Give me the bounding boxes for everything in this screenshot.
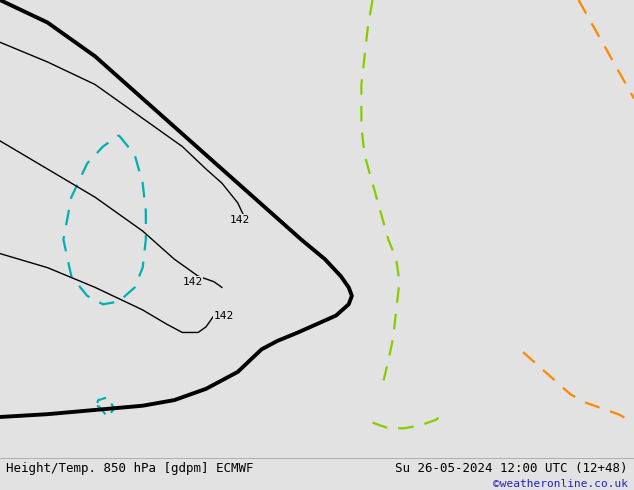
Text: ©weatheronline.co.uk: ©weatheronline.co.uk — [493, 479, 628, 489]
Text: 142: 142 — [183, 277, 202, 287]
Text: 142: 142 — [230, 215, 250, 225]
Text: 142: 142 — [214, 311, 234, 320]
Text: Height/Temp. 850 hPa [gdpm] ECMWF: Height/Temp. 850 hPa [gdpm] ECMWF — [6, 462, 254, 475]
Text: Su 26-05-2024 12:00 UTC (12+48): Su 26-05-2024 12:00 UTC (12+48) — [395, 462, 628, 475]
